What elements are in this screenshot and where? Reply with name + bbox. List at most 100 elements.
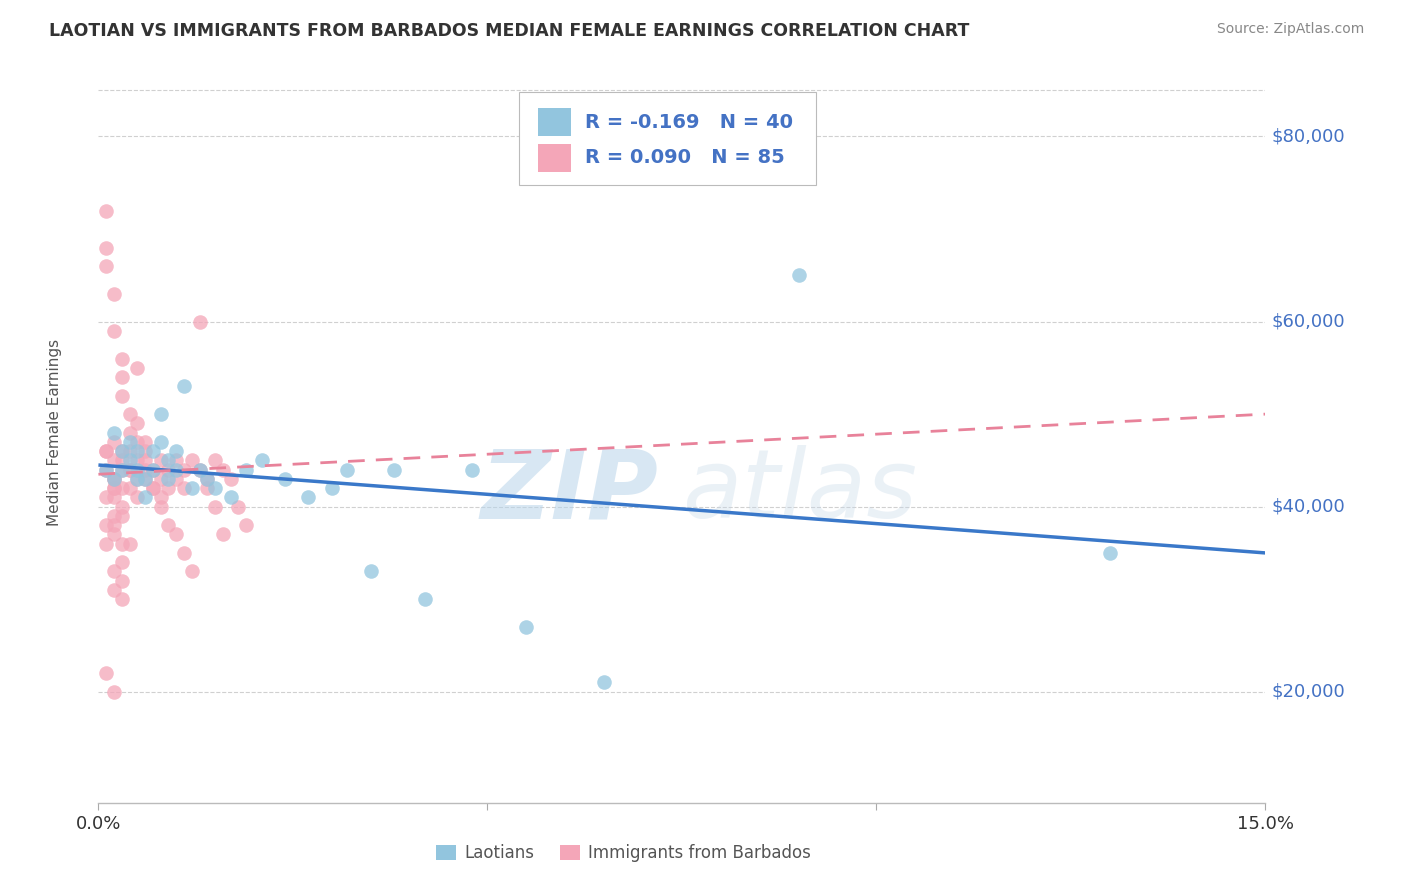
- Bar: [538, 144, 571, 172]
- Point: [111, 481, 134, 495]
- Point: [134, 462, 156, 476]
- Point: [111, 444, 134, 458]
- Point: [96, 462, 118, 476]
- Point: [188, 462, 211, 476]
- Point: [149, 500, 172, 514]
- Legend: Laotians, Immigrants from Barbados: Laotians, Immigrants from Barbados: [430, 838, 817, 869]
- Point: [212, 527, 235, 541]
- Point: [96, 444, 118, 458]
- Point: [165, 527, 187, 541]
- Point: [188, 314, 211, 328]
- Text: ZIP: ZIP: [481, 445, 658, 539]
- Point: [127, 491, 149, 505]
- Point: [103, 565, 125, 579]
- Point: [188, 462, 211, 476]
- Text: $60,000: $60,000: [1271, 312, 1346, 331]
- Point: [297, 491, 319, 505]
- Text: Median Female Earnings: Median Female Earnings: [46, 339, 62, 526]
- Point: [157, 462, 180, 476]
- Point: [103, 434, 125, 449]
- Point: [149, 472, 172, 486]
- Point: [111, 508, 134, 523]
- Point: [103, 425, 125, 440]
- Point: [219, 472, 242, 486]
- Point: [195, 472, 218, 486]
- Text: $40,000: $40,000: [1271, 498, 1346, 516]
- Point: [127, 453, 149, 467]
- Point: [111, 462, 134, 476]
- Point: [118, 462, 141, 476]
- Point: [118, 453, 141, 467]
- Point: [118, 462, 141, 476]
- Point: [111, 592, 134, 607]
- Point: [103, 508, 125, 523]
- Point: [149, 453, 172, 467]
- Point: [127, 462, 149, 476]
- Point: [382, 462, 405, 476]
- Point: [134, 453, 156, 467]
- Point: [142, 444, 165, 458]
- Point: [118, 481, 141, 495]
- Point: [461, 462, 484, 476]
- Point: [127, 417, 149, 431]
- Text: $20,000: $20,000: [1271, 682, 1346, 701]
- Point: [134, 472, 156, 486]
- Point: [173, 462, 195, 476]
- Point: [180, 453, 202, 467]
- Point: [149, 407, 172, 421]
- Point: [127, 472, 149, 486]
- Point: [111, 389, 134, 403]
- Point: [127, 360, 149, 375]
- Point: [157, 472, 180, 486]
- Point: [111, 453, 134, 467]
- Point: [111, 370, 134, 384]
- Point: [1098, 546, 1121, 560]
- Point: [134, 434, 156, 449]
- Point: [96, 444, 118, 458]
- Point: [96, 462, 118, 476]
- Point: [96, 518, 118, 533]
- Text: R = -0.169   N = 40: R = -0.169 N = 40: [585, 113, 793, 132]
- Point: [228, 500, 250, 514]
- Point: [165, 444, 187, 458]
- Point: [118, 434, 141, 449]
- Point: [103, 453, 125, 467]
- Point: [96, 259, 118, 273]
- Point: [118, 425, 141, 440]
- Point: [321, 481, 343, 495]
- Text: R = 0.090   N = 85: R = 0.090 N = 85: [585, 148, 785, 168]
- Point: [157, 453, 180, 467]
- Point: [103, 518, 125, 533]
- Bar: [538, 108, 571, 136]
- Point: [103, 472, 125, 486]
- Point: [250, 453, 273, 467]
- Point: [134, 444, 156, 458]
- Point: [96, 240, 118, 254]
- Point: [180, 565, 202, 579]
- Point: [111, 555, 134, 569]
- Point: [111, 500, 134, 514]
- Point: [96, 666, 118, 681]
- Point: [235, 462, 257, 476]
- Point: [142, 462, 165, 476]
- Point: [173, 481, 195, 495]
- Point: [173, 379, 195, 393]
- Point: [127, 434, 149, 449]
- Text: Source: ZipAtlas.com: Source: ZipAtlas.com: [1216, 22, 1364, 37]
- Point: [118, 444, 141, 458]
- Point: [195, 472, 218, 486]
- Point: [111, 462, 134, 476]
- Point: [103, 527, 125, 541]
- Point: [96, 536, 118, 550]
- Point: [103, 481, 125, 495]
- Point: [165, 462, 187, 476]
- Point: [142, 462, 165, 476]
- Point: [180, 481, 202, 495]
- Point: [118, 536, 141, 550]
- Point: [118, 407, 141, 421]
- Point: [195, 481, 218, 495]
- Point: [103, 472, 125, 486]
- Point: [127, 472, 149, 486]
- Point: [111, 444, 134, 458]
- FancyBboxPatch shape: [519, 92, 815, 185]
